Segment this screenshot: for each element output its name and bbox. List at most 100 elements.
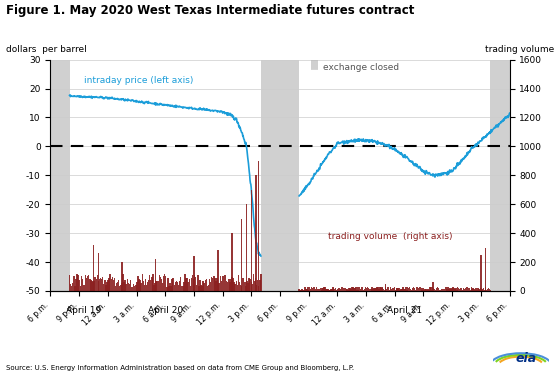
Bar <box>376 287 378 291</box>
Bar <box>357 287 358 291</box>
Bar <box>405 287 407 291</box>
Bar <box>385 284 386 291</box>
Bar <box>398 288 400 291</box>
Bar <box>485 287 487 291</box>
Bar <box>249 279 251 291</box>
Bar <box>344 288 345 291</box>
Bar <box>190 286 191 291</box>
Bar <box>192 275 193 291</box>
Bar <box>151 278 152 291</box>
Bar <box>483 288 484 291</box>
Bar <box>367 287 368 291</box>
Text: dollars  per barrel: dollars per barrel <box>6 45 86 54</box>
Bar <box>352 287 354 291</box>
Bar <box>329 290 330 291</box>
Bar <box>74 286 76 291</box>
Bar <box>80 286 81 291</box>
Bar <box>113 280 114 291</box>
Bar <box>115 286 116 291</box>
Bar <box>340 289 341 291</box>
Bar <box>215 281 217 291</box>
Bar <box>362 287 363 291</box>
Bar <box>390 287 391 291</box>
Bar <box>81 276 82 291</box>
Bar <box>452 287 454 291</box>
Bar <box>77 276 79 291</box>
Bar <box>435 290 436 291</box>
Bar <box>393 288 394 291</box>
Bar <box>230 279 232 291</box>
Bar <box>88 275 90 291</box>
Bar <box>109 278 110 291</box>
Bar <box>325 289 327 291</box>
Bar <box>412 288 413 291</box>
Bar <box>241 219 242 291</box>
Bar <box>178 285 179 291</box>
Bar <box>195 277 197 291</box>
Bar <box>142 275 143 291</box>
Bar <box>458 288 459 291</box>
Bar <box>311 287 312 291</box>
Bar <box>449 288 451 291</box>
Bar <box>318 289 319 291</box>
Bar <box>85 275 86 291</box>
Bar <box>163 276 164 291</box>
Bar <box>122 262 123 291</box>
Bar <box>216 278 218 291</box>
Bar <box>72 283 73 291</box>
Bar <box>194 275 195 291</box>
Bar <box>117 282 118 291</box>
Text: trading volume  (right axis): trading volume (right axis) <box>328 232 452 241</box>
Bar <box>323 288 324 291</box>
Bar <box>466 287 467 291</box>
Bar <box>351 289 352 291</box>
Bar <box>152 274 153 291</box>
Bar <box>169 283 171 291</box>
Bar <box>75 279 77 291</box>
Bar <box>180 277 181 291</box>
Bar <box>102 278 104 291</box>
Bar <box>477 288 479 291</box>
Bar <box>157 281 159 291</box>
Bar <box>101 279 102 291</box>
Bar <box>237 285 238 291</box>
Bar <box>391 288 393 291</box>
Bar <box>141 283 142 291</box>
Bar <box>236 281 237 291</box>
Bar <box>182 286 184 291</box>
Bar <box>257 280 258 291</box>
Bar <box>108 280 109 291</box>
Bar <box>480 288 482 291</box>
Bar <box>183 282 185 291</box>
Bar <box>86 278 87 291</box>
Bar <box>363 290 364 291</box>
Bar <box>162 283 164 291</box>
Bar <box>360 289 361 291</box>
Bar <box>399 290 401 291</box>
Bar <box>221 281 222 291</box>
Bar <box>432 287 433 291</box>
Bar <box>150 280 152 291</box>
Bar <box>473 289 475 291</box>
Bar <box>394 287 395 291</box>
Bar <box>386 289 388 291</box>
Bar <box>389 290 390 291</box>
Bar <box>250 282 252 291</box>
Bar <box>327 289 329 291</box>
Bar <box>148 280 150 291</box>
Bar <box>217 251 218 291</box>
Bar <box>251 284 253 291</box>
Bar <box>164 274 165 291</box>
Bar <box>153 285 155 291</box>
Bar <box>125 284 127 291</box>
Bar <box>240 285 241 291</box>
Bar <box>160 277 161 291</box>
Bar <box>469 288 470 291</box>
Bar <box>134 286 136 291</box>
Bar <box>253 274 254 291</box>
Bar <box>222 276 223 291</box>
Bar <box>78 280 80 291</box>
Bar <box>434 289 436 291</box>
Bar <box>470 288 472 291</box>
Bar <box>202 286 203 291</box>
